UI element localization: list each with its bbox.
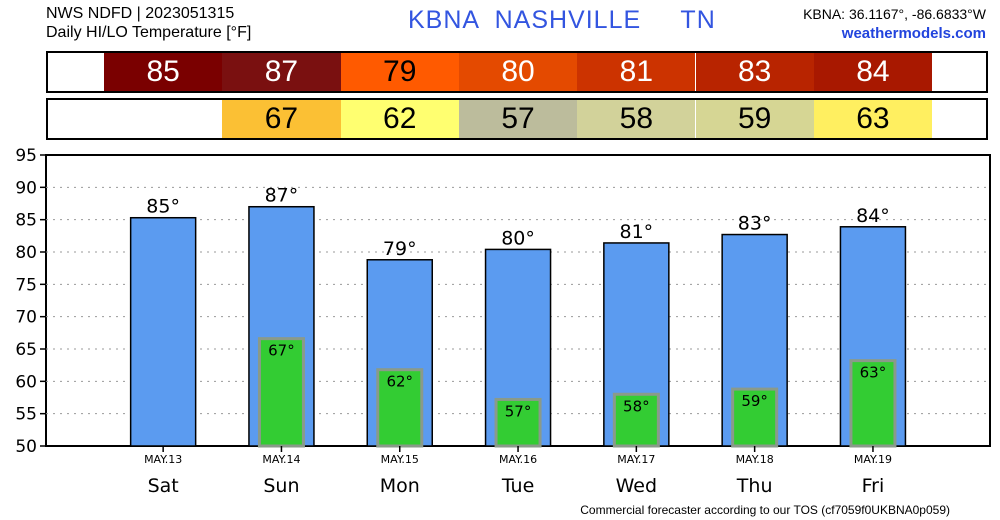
day-label-wed: Wed xyxy=(616,475,657,497)
date-label-sun: MAY.14 xyxy=(262,453,300,466)
day-label-fri: Fri xyxy=(862,475,885,497)
y-tick-label: 55 xyxy=(15,405,37,425)
high-temp-cell-wed: 81 xyxy=(577,53,696,91)
date-label-fri: MAY.19 xyxy=(854,453,892,466)
station-coords: KBNA: 36.1167°, -86.6833°W xyxy=(803,6,986,22)
high-temp-cell-fri: 84 xyxy=(813,53,933,91)
high-label-tue: 80° xyxy=(501,227,535,249)
high-label-sun: 87° xyxy=(265,185,299,207)
low-label-wed: 58° xyxy=(623,397,650,415)
y-tick-label: 75 xyxy=(15,275,37,295)
day-label-mon: Mon xyxy=(380,475,420,497)
low-bar-mon xyxy=(376,368,424,448)
low-temp-strip: 67 62 57 58 59 63 xyxy=(46,98,988,140)
y-tick-label: 70 xyxy=(15,308,37,328)
high-label-sat: 85° xyxy=(146,196,180,218)
date-label-sat: MAY.13 xyxy=(144,453,182,466)
y-tick-label: 95 xyxy=(15,146,37,166)
low-temp-cell-wed: 58 xyxy=(577,100,696,138)
y-tick-label: 90 xyxy=(15,178,37,198)
high-label-mon: 79° xyxy=(383,238,417,260)
low-label-mon: 62° xyxy=(386,373,413,391)
day-label-tue: Tue xyxy=(501,475,534,497)
y-tick-label: 85 xyxy=(15,211,37,231)
day-label-sun: Sun xyxy=(263,475,299,497)
high-temp-strip: 85 87 79 80 81 83 84 xyxy=(46,51,988,93)
y-tick-label: 60 xyxy=(15,372,37,392)
low-bar-fri xyxy=(849,359,897,448)
high-label-thu: 83° xyxy=(738,213,772,235)
footer-note: Commercial forecaster according to our T… xyxy=(580,503,950,517)
date-label-tue: MAY.16 xyxy=(499,453,537,466)
low-temp-cell-thu: 59 xyxy=(695,100,814,138)
site-link[interactable]: weathermodels.com xyxy=(841,25,986,42)
chart-header-right: KBNA: 36.1167°, -86.6833°W weathermodels… xyxy=(803,5,986,43)
high-bar-sat xyxy=(129,216,197,447)
low-bar-thu xyxy=(731,387,779,448)
low-bar-wed xyxy=(612,392,660,448)
date-label-thu: MAY.18 xyxy=(736,453,774,466)
high-temp-cell-sun: 87 xyxy=(222,53,341,91)
day-label-sat: Sat xyxy=(148,475,179,497)
y-tick-label: 80 xyxy=(15,243,37,263)
low-temp-cell-fri: 63 xyxy=(813,100,933,138)
low-label-fri: 63° xyxy=(860,364,887,382)
low-label-sun: 67° xyxy=(268,342,295,360)
low-temp-cell-tue: 57 xyxy=(458,100,578,138)
station-title: KBNA NASHVILLE TN xyxy=(408,6,716,34)
y-tick-label: 50 xyxy=(15,437,37,457)
high-temp-cell-mon: 79 xyxy=(340,53,459,91)
high-temp-cell-thu: 83 xyxy=(695,53,814,91)
model-run-label: NWS NDFD | 2023051315 xyxy=(46,5,235,22)
low-label-thu: 59° xyxy=(741,392,768,410)
low-temp-cell-mon: 62 xyxy=(340,100,459,138)
chart-title: Daily HI/LO Temperature [°F] xyxy=(46,24,252,41)
low-bar-tue xyxy=(494,397,542,448)
chart-header-left: NWS NDFD | 2023051315 Daily HI/LO Temper… xyxy=(46,4,251,42)
date-label-wed: MAY.17 xyxy=(617,453,655,466)
high-label-wed: 81° xyxy=(620,221,654,243)
low-label-tue: 57° xyxy=(505,402,532,420)
low-bar-sun xyxy=(257,337,305,448)
high-temp-cell-tue: 80 xyxy=(458,53,578,91)
high-label-fri: 84° xyxy=(856,205,890,227)
low-temp-cell-sun: 67 xyxy=(222,100,341,138)
high-temp-cell-sat: 85 xyxy=(104,53,223,91)
day-label-thu: Thu xyxy=(736,475,773,497)
y-tick-label: 65 xyxy=(15,340,37,360)
date-label-mon: MAY.15 xyxy=(381,453,419,466)
